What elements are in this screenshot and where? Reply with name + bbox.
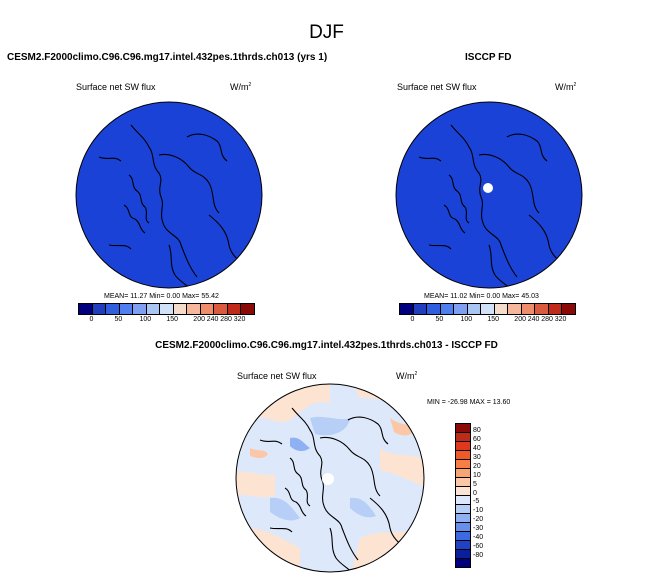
model-colorbar-swatch	[133, 304, 147, 314]
obs-colorbar-tick-label: 100	[460, 316, 473, 323]
diff-colorbar-swatch	[456, 505, 470, 514]
model-coastlines	[98, 124, 246, 288]
page-title: DJF	[309, 22, 344, 43]
model-colorbar-tick-label: 50	[114, 316, 123, 323]
diff-colorbar-tick-label: 30	[473, 453, 481, 461]
diff-colorbar-swatch	[456, 433, 470, 442]
obs-colorbar-swatch	[413, 304, 428, 314]
diff-colorbar-swatch	[456, 487, 470, 496]
obs-colorbar-swatch	[494, 304, 509, 314]
obs-colorbar-tick-label: 200	[514, 316, 526, 323]
model-units-label: W/m2	[230, 82, 252, 92]
diff-colorbar-swatch	[456, 550, 470, 559]
obs-colorbar-tick-label: 0	[410, 316, 415, 323]
diff-colorbar-tick-label: 40	[473, 444, 481, 452]
diff-colorbar-tick-label: -80	[473, 552, 484, 560]
model-colorbar-swatch	[227, 304, 242, 314]
diff-colorbar-swatch	[456, 478, 470, 487]
obs-polar-map	[395, 101, 583, 289]
obs-colorbar-swatch	[481, 304, 495, 314]
obs-colorbar-swatch	[508, 304, 522, 314]
diff-colorbar-swatch	[456, 514, 470, 523]
model-polar-map	[75, 101, 263, 289]
obs-stats: MEAN= 11.02 Min= 0.00 Max= 45.03	[424, 293, 539, 300]
diff-colorbar-swatch	[456, 559, 470, 567]
diff-colorbar-swatch	[456, 442, 470, 451]
diff-variable-label: Surface net SW flux	[237, 371, 317, 381]
diff-colorbar-tick-label: -30	[473, 525, 484, 533]
model-colorbar-tick-label: 200	[193, 316, 205, 323]
obs-colorbar-swatch	[440, 304, 455, 314]
model-colorbar-tick-label: 280	[220, 316, 232, 323]
diff-colorbar-swatch	[456, 460, 470, 469]
model-colorbar-tick-label: 0	[89, 316, 94, 323]
obs-colorbar-swatch	[427, 304, 441, 314]
obs-colorbar-swatch	[562, 304, 575, 314]
diff-colorbar-tick-label: 80	[473, 426, 481, 434]
model-colorbar	[78, 303, 255, 315]
model-colorbar-swatch	[187, 304, 201, 314]
model-colorbar-swatch	[92, 304, 107, 314]
obs-colorbar-tick-label: 50	[435, 316, 444, 323]
model-colorbar-tick-label: 240	[206, 316, 219, 323]
diff-coastlines	[259, 407, 407, 572]
model-colorbar-swatch	[173, 304, 188, 314]
model-panel-title: CESM2.F2000climo.C96.C96.mg17.intel.432p…	[7, 52, 328, 63]
obs-colorbar	[399, 303, 576, 315]
diff-colorbar-tick-label: -60	[473, 543, 484, 551]
obs-colorbar-swatch	[454, 304, 468, 314]
model-stats: MEAN= 11.27 Min= 0.00 Max= 55.42	[104, 293, 219, 300]
obs-colorbar-tick-label: 240	[527, 316, 540, 323]
obs-variable-label: Surface net SW flux	[397, 82, 477, 92]
model-colorbar-tick-label: 320	[233, 316, 246, 323]
diff-colorbar-tick-label: -40	[473, 534, 484, 542]
diff-colorbar-swatch	[456, 532, 470, 541]
diff-colorbar-swatch	[456, 496, 470, 505]
obs-colorbar-swatch	[467, 304, 482, 314]
diff-polar-map	[235, 383, 425, 573]
diff-colorbar-swatch	[456, 541, 470, 550]
model-colorbar-tick-label: 150	[166, 316, 179, 323]
diff-colorbar-tick-label: -10	[473, 507, 484, 515]
obs-colorbar-tick-label: 150	[487, 316, 500, 323]
model-colorbar-tick-label: 100	[139, 316, 152, 323]
diff-panel-title: CESM2.F2000climo.C96.C96.mg17.intel.432p…	[155, 340, 498, 351]
obs-map-fill	[396, 102, 582, 288]
model-colorbar-swatch	[106, 304, 120, 314]
diff-colorbar-tick-label: -20	[473, 516, 484, 524]
diff-colorbar-tick-label: 5	[473, 480, 477, 488]
obs-units-label: W/m2	[555, 82, 577, 92]
model-colorbar-swatch	[214, 304, 228, 314]
obs-colorbar-swatch	[548, 304, 563, 314]
diff-pole-hole	[322, 473, 334, 485]
diff-stats: MIN = -26.98 MAX = 13.60	[427, 399, 511, 406]
obs-pole-hole	[483, 183, 493, 193]
diff-colorbar-tick-label: 0	[473, 489, 477, 497]
obs-colorbar-tick-label: 280	[541, 316, 553, 323]
diff-colorbar	[455, 423, 471, 568]
model-variable-label: Surface net SW flux	[76, 82, 156, 92]
obs-colorbar-tick-label: 320	[554, 316, 567, 323]
diff-colorbar-swatch	[456, 424, 470, 433]
diff-colorbar-tick-label: 10	[473, 471, 481, 479]
diff-colorbar-swatch	[456, 523, 470, 532]
diff-units-label: W/m2	[396, 371, 418, 381]
obs-colorbar-swatch	[400, 304, 414, 314]
diff-colorbar-tick-label: 60	[473, 435, 481, 443]
diff-colorbar-swatch	[456, 451, 470, 460]
obs-colorbar-swatch	[521, 304, 536, 314]
model-colorbar-swatch	[119, 304, 134, 314]
diff-colorbar-tick-label: -5	[473, 498, 480, 506]
model-colorbar-swatch	[200, 304, 215, 314]
model-map-fill	[76, 102, 262, 288]
model-colorbar-swatch	[160, 304, 174, 314]
obs-coastlines	[418, 124, 566, 288]
diff-colorbar-swatch	[456, 469, 470, 478]
obs-colorbar-swatch	[535, 304, 549, 314]
model-colorbar-swatch	[79, 304, 93, 314]
obs-panel-title: ISCCP FD	[465, 52, 512, 63]
model-colorbar-swatch	[241, 304, 254, 314]
diff-colorbar-tick-label: 20	[473, 462, 481, 470]
model-colorbar-swatch	[146, 304, 161, 314]
